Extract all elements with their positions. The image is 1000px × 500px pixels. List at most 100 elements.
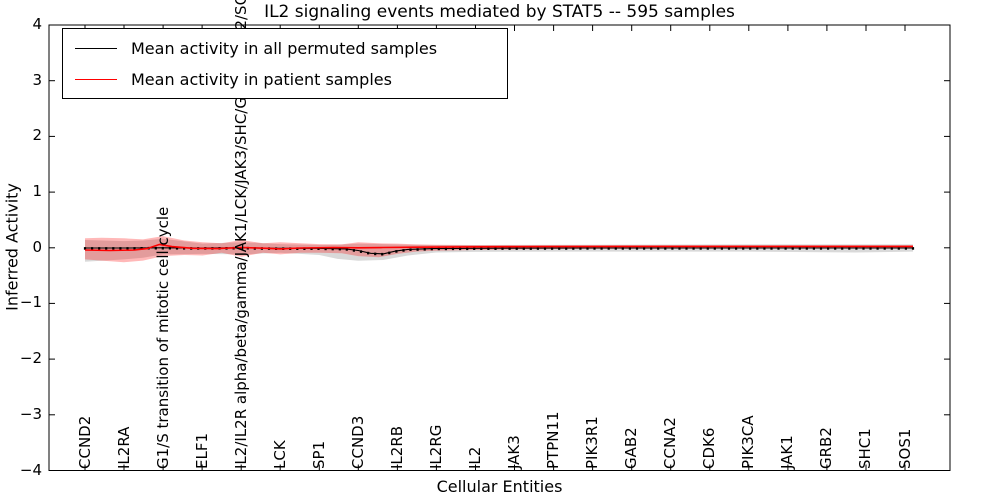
data-point-marker [345, 248, 348, 251]
data-point-marker [706, 247, 709, 250]
data-point-marker [91, 247, 94, 250]
data-point-marker [883, 247, 886, 250]
data-point-marker [713, 247, 716, 250]
data-point-marker [805, 247, 808, 250]
data-point-marker [791, 247, 794, 250]
data-point-marker [515, 247, 518, 250]
x-tick-label: IL2 [465, 446, 484, 469]
x-axis-label: Cellular Entities [436, 477, 563, 496]
x-tick-label: GRB2 [817, 427, 836, 469]
data-point-marker [749, 247, 752, 250]
data-point-marker [402, 249, 405, 252]
data-point-marker [381, 252, 384, 256]
x-tick-label: SP1 [309, 440, 328, 469]
data-point-marker [558, 247, 561, 250]
data-point-marker [119, 247, 122, 250]
data-point-marker [770, 247, 773, 250]
data-point-marker [911, 247, 915, 250]
data-point-marker [819, 247, 823, 250]
data-point-marker [904, 247, 907, 250]
y-tick-label: −3 [19, 404, 42, 423]
data-point-marker [359, 250, 363, 253]
data-point-marker [607, 247, 610, 250]
data-point-marker [664, 247, 667, 250]
data-point-marker [827, 247, 830, 250]
data-point-marker [367, 251, 370, 255]
y-tick-label: 3 [32, 70, 42, 89]
x-tick-label: IL2RA [114, 426, 133, 469]
data-point-marker [735, 247, 738, 250]
x-tick-label: PIK3R1 [583, 416, 602, 469]
x-tick-label: JAK1 [778, 435, 797, 469]
data-point-marker [494, 247, 497, 250]
data-point-marker [727, 247, 731, 250]
data-point-marker [430, 247, 433, 251]
x-tick-label: CCND2 [75, 415, 94, 469]
data-point-marker [536, 247, 539, 250]
data-point-marker [98, 247, 101, 250]
data-point-marker [621, 247, 624, 250]
y-tick-label: 1 [32, 182, 42, 201]
data-point-marker [487, 247, 490, 250]
data-point-marker [572, 247, 575, 250]
x-tick-label: SHC1 [856, 428, 875, 469]
x-tick-label: CCNA2 [661, 417, 680, 469]
data-point-marker [784, 247, 787, 250]
red-line-swatch-icon [75, 78, 117, 80]
data-point-marker [876, 247, 879, 250]
patient-samples-range-band [85, 236, 913, 263]
data-point-marker [812, 247, 815, 250]
legend-label: Mean activity in all permuted samples [131, 38, 438, 58]
data-point-marker [154, 246, 157, 250]
data-point-marker [423, 248, 426, 251]
data-point-marker [586, 247, 589, 250]
data-point-marker [643, 247, 646, 250]
legend-box: Mean activity in all permuted samples Me… [62, 28, 508, 99]
data-point-marker [763, 247, 766, 250]
data-point-marker [699, 247, 702, 250]
data-point-marker [175, 247, 179, 250]
data-point-marker [451, 247, 455, 251]
data-point-marker [855, 247, 858, 250]
data-point-marker [331, 247, 334, 251]
y-tick-label: −1 [19, 293, 42, 312]
x-tick-label: G1/S transition of mitotic cell cycle [153, 206, 172, 469]
x-tick-label: PIK3CA [739, 415, 758, 469]
chart-title: IL2 signaling events mediated by STAT5 -… [264, 2, 735, 22]
data-point-marker [522, 247, 525, 250]
data-point-marker [508, 247, 511, 250]
y-tick-label: −2 [19, 349, 42, 368]
y-tick-label: −4 [19, 460, 42, 479]
y-tick-label: 0 [32, 237, 42, 256]
y-tick-label: 2 [32, 126, 42, 145]
data-point-marker [756, 247, 759, 250]
data-point-marker [798, 247, 801, 250]
patient-mean-line [84, 243, 913, 252]
data-point-marker [650, 247, 653, 250]
data-point-marker [848, 247, 851, 250]
data-point-marker [317, 247, 320, 250]
data-point-marker [466, 247, 469, 251]
data-point-marker [551, 247, 554, 250]
data-point-marker [310, 247, 313, 250]
x-tick-label: ELF1 [192, 432, 211, 469]
data-point-marker [565, 247, 568, 250]
data-point-marker [579, 247, 582, 250]
data-point-marker [657, 247, 660, 250]
data-point-marker [168, 246, 171, 250]
data-point-marker [416, 248, 419, 251]
x-tick-label: PTPN11 [544, 411, 563, 469]
legend-item-permuted: Mean activity in all permuted samples [75, 39, 507, 58]
data-point-marker [678, 247, 681, 250]
data-point-marker [834, 247, 837, 250]
data-point-marker [126, 247, 129, 250]
data-point-marker [324, 247, 327, 251]
data-point-marker [543, 247, 547, 250]
data-point-marker [133, 247, 136, 250]
data-point-marker [338, 247, 341, 251]
data-point-marker [112, 247, 115, 250]
data-point-marker [593, 247, 596, 250]
y-tick-label: 4 [32, 15, 42, 34]
